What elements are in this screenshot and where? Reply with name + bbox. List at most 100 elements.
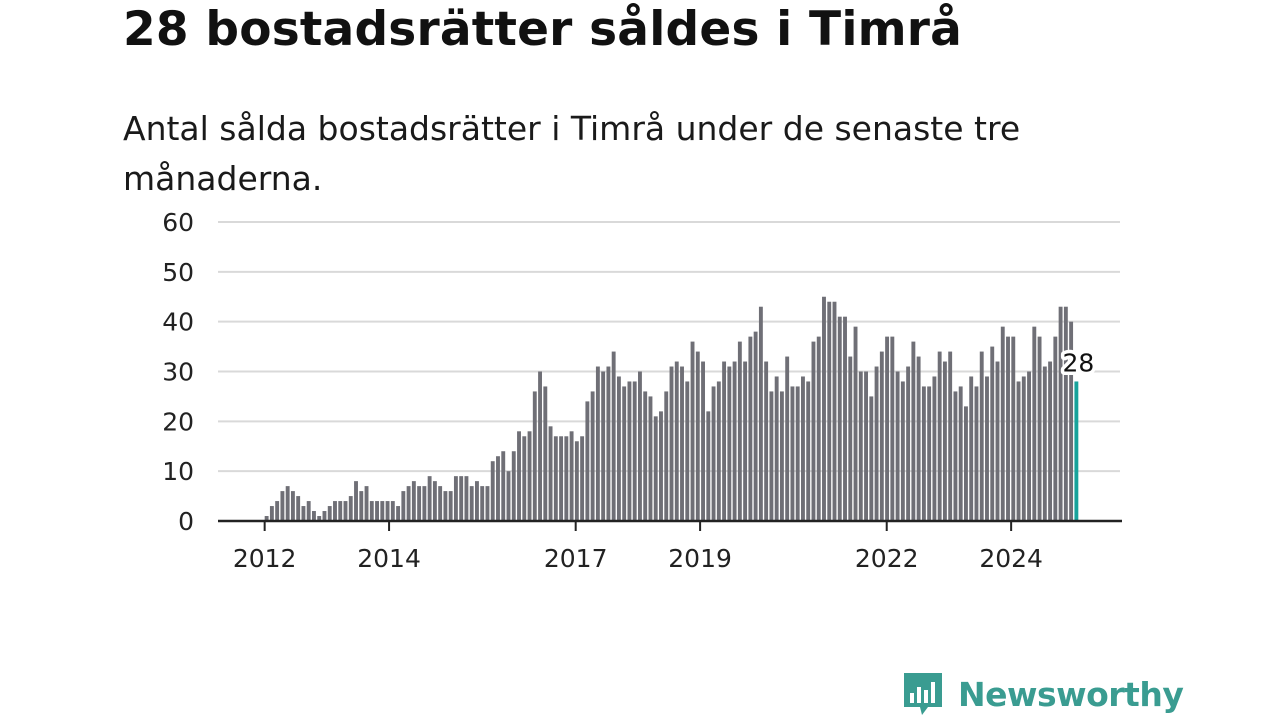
bar bbox=[711, 386, 716, 521]
bar bbox=[727, 366, 732, 521]
annotations: 28 bbox=[1059, 345, 1098, 381]
bar bbox=[511, 451, 516, 521]
bar bbox=[906, 366, 911, 521]
bar bbox=[1000, 326, 1005, 521]
bar bbox=[580, 436, 585, 521]
bar bbox=[927, 386, 932, 521]
bar bbox=[964, 406, 968, 521]
bar bbox=[548, 426, 553, 521]
bar bbox=[396, 506, 401, 521]
brand-name: Newsworthy bbox=[958, 674, 1184, 714]
bar bbox=[900, 381, 905, 521]
bar bbox=[517, 431, 521, 521]
bar bbox=[948, 351, 953, 521]
chart-title: 28 bostadsrätter såldes i Timrå bbox=[123, 2, 963, 57]
bar bbox=[543, 386, 548, 521]
bar bbox=[932, 376, 937, 521]
chart-subtitle: Antal sålda bostadsrätter i Timrå under … bbox=[123, 109, 1021, 198]
bar bbox=[1011, 336, 1016, 521]
bar bbox=[622, 386, 627, 521]
bar bbox=[1037, 336, 1042, 521]
bar bbox=[538, 371, 542, 521]
bar bbox=[285, 486, 290, 521]
bar bbox=[958, 386, 963, 521]
bar bbox=[375, 501, 379, 521]
bar bbox=[469, 486, 474, 521]
bar bbox=[501, 451, 506, 521]
y-tick-label: 0 bbox=[178, 507, 194, 536]
bar bbox=[401, 491, 406, 521]
bar bbox=[269, 506, 274, 521]
bar bbox=[722, 361, 727, 521]
bar bbox=[827, 301, 832, 521]
bar bbox=[648, 396, 653, 521]
bar bbox=[475, 481, 479, 521]
bar bbox=[832, 301, 837, 521]
bar bbox=[411, 481, 416, 521]
bar bbox=[627, 381, 632, 521]
bar bbox=[1027, 371, 1031, 521]
bar bbox=[532, 391, 537, 521]
bar bbox=[1048, 361, 1053, 521]
bar bbox=[601, 371, 606, 521]
newsworthy-logo[interactable]: Newsworthy bbox=[902, 671, 1184, 717]
bar bbox=[322, 511, 327, 521]
bar bbox=[858, 371, 863, 521]
bar bbox=[527, 431, 532, 521]
bar bbox=[448, 491, 453, 521]
y-tick-label: 40 bbox=[162, 308, 194, 337]
bar bbox=[737, 341, 742, 521]
bar bbox=[390, 501, 395, 521]
bar bbox=[885, 336, 890, 521]
bar bbox=[327, 506, 332, 521]
x-tick-label: 2019 bbox=[668, 544, 732, 573]
bar bbox=[338, 501, 343, 521]
bar bbox=[942, 361, 947, 521]
bar bbox=[774, 376, 779, 521]
y-tick-label: 30 bbox=[162, 358, 194, 387]
bar bbox=[743, 361, 748, 521]
newsworthy-chat-bar-icon bbox=[904, 673, 942, 715]
bar bbox=[916, 356, 921, 521]
bar bbox=[1032, 326, 1037, 521]
bar bbox=[485, 486, 490, 521]
bar bbox=[564, 436, 569, 521]
bar bbox=[290, 491, 295, 521]
bar bbox=[869, 396, 874, 521]
bar bbox=[506, 471, 511, 521]
bar bbox=[490, 461, 495, 521]
bar bbox=[843, 316, 847, 521]
bar bbox=[953, 391, 958, 521]
bar bbox=[732, 361, 737, 521]
bar bbox=[1069, 321, 1074, 521]
bar bbox=[669, 366, 674, 521]
y-tick-label: 50 bbox=[162, 258, 194, 287]
bar bbox=[811, 341, 816, 521]
bar bbox=[822, 296, 826, 521]
x-tick-label: 2014 bbox=[357, 544, 421, 573]
bar bbox=[459, 476, 464, 521]
bar bbox=[280, 491, 285, 521]
bar bbox=[443, 491, 448, 521]
x-tick-label: 2022 bbox=[855, 544, 919, 573]
bar bbox=[453, 476, 458, 521]
bar bbox=[659, 411, 663, 521]
y-axis-tick-labels: 0 10 20 30 40 50 60 bbox=[162, 208, 194, 536]
y-tick-label: 20 bbox=[162, 407, 194, 436]
bar bbox=[296, 496, 301, 521]
bar bbox=[864, 371, 868, 521]
bar bbox=[769, 391, 774, 521]
bar bbox=[317, 516, 322, 521]
bar bbox=[848, 356, 853, 521]
bar bbox=[275, 501, 280, 521]
bar bbox=[611, 351, 616, 521]
bar bbox=[522, 436, 527, 521]
bar bbox=[606, 366, 611, 521]
bar bbox=[553, 436, 558, 521]
bar bbox=[438, 486, 443, 521]
y-tick-label: 60 bbox=[162, 208, 194, 237]
bars bbox=[264, 296, 1079, 521]
bar bbox=[369, 501, 374, 521]
bar bbox=[779, 391, 784, 521]
bar bbox=[969, 376, 974, 521]
